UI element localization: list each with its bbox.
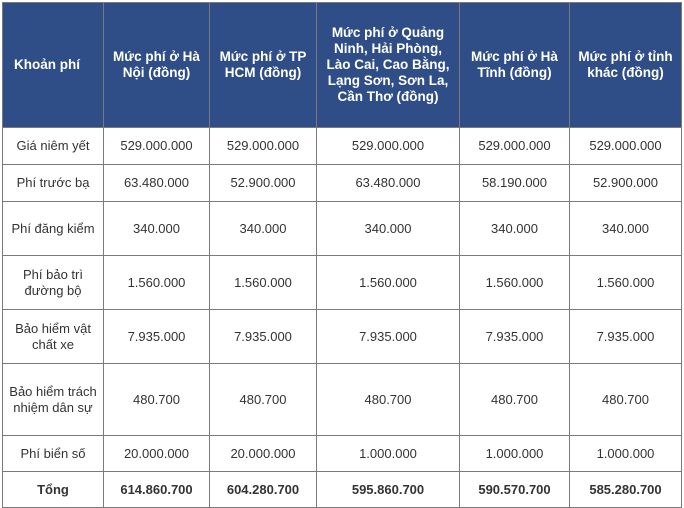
- cell-value: 480.700: [569, 363, 682, 436]
- cell-value: 1.000.000: [459, 435, 570, 472]
- cell-value: 1.000.000: [569, 435, 682, 472]
- cell-value: 340.000: [209, 201, 317, 256]
- cell-value: 529.000.000: [103, 127, 210, 165]
- cell-value: 20.000.000: [103, 435, 210, 472]
- header-hanoi: Mức phí ở Hà Nội (đồng): [103, 2, 210, 128]
- row-label: Bảo hiểm trách nhiệm dân sự: [2, 363, 104, 436]
- cell-value: 529.000.000: [569, 127, 682, 165]
- header-other-provinces: Mức phí ở tỉnh khác (đồng): [569, 2, 682, 128]
- cell-value: 340.000: [316, 201, 460, 256]
- cell-value: 63.480.000: [316, 164, 460, 202]
- cell-value: 1.560.000: [459, 255, 570, 310]
- table-row: Giá niêm yết 529.000.000 529.000.000 529…: [2, 127, 682, 165]
- cell-value: 529.000.000: [316, 127, 460, 165]
- row-label: Phí biển số: [2, 435, 104, 472]
- cell-value: 63.480.000: [103, 164, 210, 202]
- row-label: Phí trước bạ: [2, 164, 104, 202]
- total-value: 585.280.700: [569, 471, 682, 508]
- header-row: Khoản phí Mức phí ở Hà Nội (đồng) Mức ph…: [2, 2, 682, 128]
- cell-value: 1.000.000: [316, 435, 460, 472]
- cell-value: 340.000: [569, 201, 682, 256]
- table-header: Khoản phí Mức phí ở Hà Nội (đồng) Mức ph…: [2, 2, 682, 128]
- cell-value: 1.560.000: [316, 255, 460, 310]
- total-value: 595.860.700: [316, 471, 460, 508]
- table-row: Phí trước bạ 63.480.000 52.900.000 63.48…: [2, 164, 682, 202]
- cell-value: 7.935.000: [103, 309, 210, 364]
- table-row: Phí bảo trì đường bộ 1.560.000 1.560.000…: [2, 255, 682, 310]
- cell-value: 529.000.000: [209, 127, 317, 165]
- cell-value: 529.000.000: [459, 127, 570, 165]
- cell-value: 480.700: [459, 363, 570, 436]
- cell-value: 340.000: [103, 201, 210, 256]
- total-value: 604.280.700: [209, 471, 317, 508]
- row-label: Giá niêm yết: [2, 127, 104, 165]
- cell-value: 1.560.000: [569, 255, 682, 310]
- total-row: Tổng 614.860.700 604.280.700 595.860.700…: [2, 471, 682, 508]
- table-row: Bảo hiểm trách nhiệm dân sự 480.700 480.…: [2, 363, 682, 436]
- cell-value: 52.900.000: [209, 164, 317, 202]
- cell-value: 480.700: [103, 363, 210, 436]
- header-hcm: Mức phí ở TP HCM (đồng): [209, 2, 317, 128]
- header-northern-provinces: Mức phí ở Quảng Ninh, Hải Phòng, Lào Cai…: [316, 2, 460, 128]
- cell-value: 20.000.000: [209, 435, 317, 472]
- total-label: Tổng: [2, 471, 104, 508]
- header-ha-tinh: Mức phí ở Hà Tĩnh (đồng): [459, 2, 570, 128]
- cell-value: 480.700: [316, 363, 460, 436]
- row-label: Phí đăng kiểm: [2, 201, 104, 256]
- row-label: Bảo hiểm vật chất xe: [2, 309, 104, 364]
- table-row: Bảo hiểm vật chất xe 7.935.000 7.935.000…: [2, 309, 682, 364]
- cell-value: 1.560.000: [103, 255, 210, 310]
- cell-value: 340.000: [459, 201, 570, 256]
- cell-value: 58.190.000: [459, 164, 570, 202]
- table-row: Phí đăng kiểm 340.000 340.000 340.000 34…: [2, 201, 682, 256]
- table-row: Phí biển số 20.000.000 20.000.000 1.000.…: [2, 435, 682, 472]
- header-fee-type: Khoản phí: [2, 2, 104, 128]
- total-value: 590.570.700: [459, 471, 570, 508]
- table-body: Giá niêm yết 529.000.000 529.000.000 529…: [2, 127, 682, 508]
- cell-value: 7.935.000: [569, 309, 682, 364]
- row-label: Phí bảo trì đường bộ: [2, 255, 104, 310]
- cell-value: 7.935.000: [316, 309, 460, 364]
- cell-value: 1.560.000: [209, 255, 317, 310]
- total-value: 614.860.700: [103, 471, 210, 508]
- cell-value: 7.935.000: [459, 309, 570, 364]
- cell-value: 52.900.000: [569, 164, 682, 202]
- cell-value: 480.700: [209, 363, 317, 436]
- cell-value: 7.935.000: [209, 309, 317, 364]
